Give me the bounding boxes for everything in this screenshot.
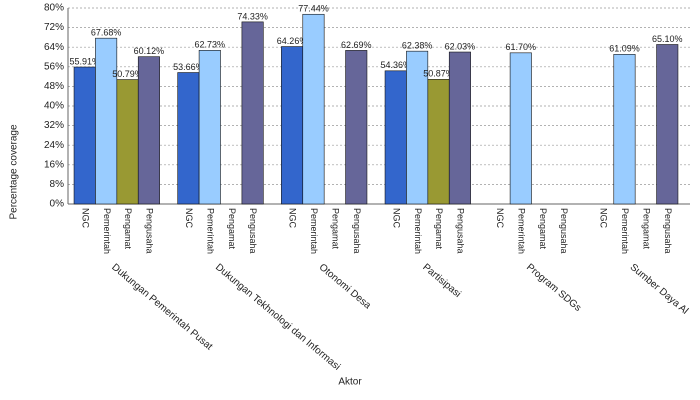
x-tick-label: NGC <box>288 208 298 229</box>
bar <box>198 50 221 205</box>
y-tick-label: 8% <box>50 179 65 190</box>
x-axis-title: Aktor <box>338 377 362 388</box>
x-group-label: Partisipasi <box>420 262 462 300</box>
x-tick-label: Pengamat <box>538 208 548 250</box>
value-label: 62.38% <box>402 41 433 51</box>
x-tick-label: Pengusaha <box>559 208 569 254</box>
x-group-label: Otonomi Desa <box>317 262 373 312</box>
bar <box>137 56 160 205</box>
value-label: 50.79% <box>112 69 143 79</box>
value-label: 55.91% <box>69 56 100 66</box>
value-label: 62.69% <box>341 40 372 50</box>
y-tick-label: 32% <box>44 120 64 131</box>
bar <box>95 37 118 205</box>
y-axis-title: Percentage coverage <box>9 124 20 220</box>
x-tick-label: Pemerintah <box>413 208 423 254</box>
bar <box>427 79 450 205</box>
x-tick-label: Pengusaha <box>456 208 466 254</box>
value-label: 64.26% <box>277 36 308 46</box>
bar <box>656 44 679 205</box>
x-group-label: Program SDGs <box>524 262 583 314</box>
value-label: 62.73% <box>195 40 226 50</box>
x-tick-label: Pengamat <box>641 208 651 250</box>
x-group-label: Dukungan Tekhnologi dan Informasi <box>213 262 342 373</box>
y-tick-label: 40% <box>44 101 64 112</box>
value-label: 77.44% <box>298 4 329 14</box>
bar <box>73 66 96 205</box>
y-tick-label: 24% <box>44 140 64 151</box>
x-tick-label: Pengamat <box>434 208 444 250</box>
x-tick-label: NGC <box>80 208 90 229</box>
bar <box>302 13 325 205</box>
value-label: 60.12% <box>134 46 165 56</box>
x-tick-label: Pemerintah <box>102 208 112 254</box>
value-label: 54.36% <box>380 60 411 70</box>
x-tick-label: Pengamat <box>330 208 340 250</box>
y-tick-label: 56% <box>44 61 64 72</box>
y-tick-label: 72% <box>44 22 64 33</box>
y-tick-label: 80% <box>44 3 64 14</box>
bar <box>345 50 368 205</box>
x-tick-label: Pemerintah <box>620 208 630 254</box>
y-tick-label: 64% <box>44 42 64 53</box>
x-tick-label: NGC <box>184 208 194 229</box>
x-tick-label: Pengusaha <box>352 208 362 254</box>
x-tick-label: Pemerintah <box>516 208 526 254</box>
x-tick-label: Pengamat <box>123 208 133 250</box>
bar <box>384 70 407 205</box>
x-tick-label: Pengusaha <box>663 208 673 254</box>
x-tick-label: Pemerintah <box>309 208 319 254</box>
y-tick-label: 0% <box>50 199 65 210</box>
x-group-label: Sumber Daya Al <box>628 262 690 317</box>
value-label: 61.09% <box>609 44 640 54</box>
bar <box>448 51 471 205</box>
bar <box>116 79 139 205</box>
value-label: 53.66% <box>173 62 204 72</box>
value-label: 62.03% <box>445 41 476 51</box>
value-label: 50.87% <box>423 69 454 79</box>
x-tick-label: NGC <box>495 208 505 229</box>
x-tick-label: Pengusaha <box>248 208 258 254</box>
bar <box>509 52 532 205</box>
x-tick-label: Pengamat <box>227 208 237 250</box>
bar <box>281 46 304 205</box>
x-tick-label: NGC <box>599 208 609 229</box>
value-label: 67.68% <box>91 28 122 38</box>
bar <box>241 21 264 205</box>
bar <box>177 72 200 205</box>
x-group-label: Dukungan Pemerintah Pusat <box>109 262 214 353</box>
x-tick-label: NGC <box>391 208 401 229</box>
value-label: 61.70% <box>506 42 537 52</box>
x-tick-label: Pemerintah <box>205 208 215 254</box>
value-label: 65.10% <box>652 34 683 44</box>
bar <box>613 54 636 205</box>
value-label: 74.33% <box>237 11 268 21</box>
y-tick-label: 48% <box>44 81 64 92</box>
x-tick-label: Pengusaha <box>145 208 155 254</box>
y-tick-label: 16% <box>44 159 64 170</box>
